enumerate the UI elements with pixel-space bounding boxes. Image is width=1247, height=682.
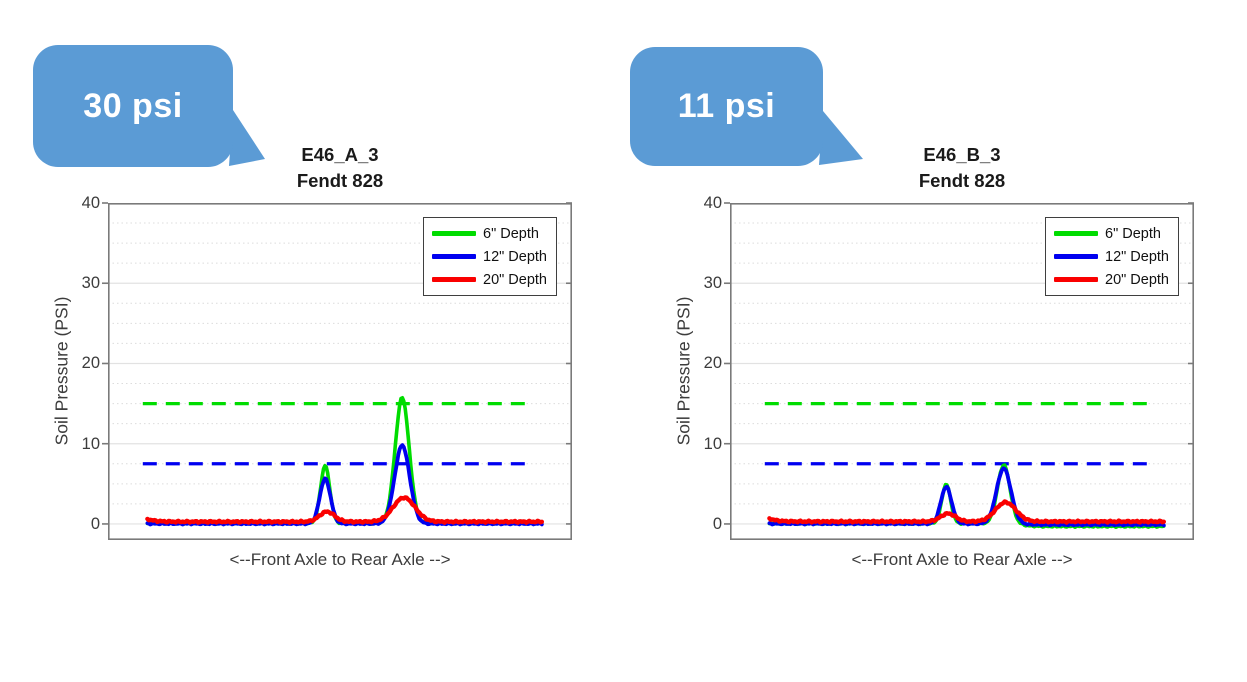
ytick-label: 40: [81, 194, 100, 212]
axes-box: [108, 203, 572, 540]
ytick-label: 30: [81, 274, 100, 293]
legend-line-swatch: [1054, 231, 1098, 236]
legend-label: 20" Depth: [1105, 271, 1169, 288]
ytick-label: 0: [90, 514, 100, 533]
legend-item: 12" Depth: [1054, 246, 1169, 267]
legend-item: 6" Depth: [1054, 223, 1169, 244]
legend-label: 12" Depth: [1105, 248, 1169, 265]
callout-bubble-30psi: 30 psi: [33, 42, 313, 177]
legend-label: 12" Depth: [483, 248, 547, 265]
legend-label: 20" Depth: [483, 271, 547, 288]
ytick-label: 40: [703, 194, 722, 212]
speech-bubble-shape: [33, 45, 265, 167]
ytick-label: 10: [81, 434, 100, 453]
chart-a-legend: 6" Depth 12" Depth 20" Depth: [423, 217, 557, 296]
legend-label: 6" Depth: [1105, 225, 1161, 242]
chart-b-legend: 6" Depth 12" Depth 20" Depth: [1045, 217, 1179, 296]
legend-line-swatch: [432, 254, 476, 259]
chart-b-title-line2: Fendt 828: [918, 170, 1006, 191]
chart-a-title: E46_A_3 Fendt 828: [108, 142, 572, 194]
legend-item: 20" Depth: [432, 269, 547, 290]
callout-text: 11 psi: [677, 87, 776, 125]
legend-item: 12" Depth: [432, 246, 547, 267]
legend-line-swatch: [432, 231, 476, 236]
chart-a-title-line2: Fendt 828: [296, 170, 384, 191]
chart-b-title: E46_B_3 Fendt 828: [730, 142, 1194, 194]
chart-b-xlabel: <--Front Axle to Rear Axle -->: [851, 550, 1073, 569]
ytick-label: 10: [703, 434, 722, 453]
chart-b-title-line1: E46_B_3: [923, 144, 1001, 165]
chart-a-title-line1: E46_A_3: [301, 144, 379, 165]
ytick-label: 0: [712, 514, 722, 533]
series-line: [767, 499, 1166, 525]
legend-item: 20" Depth: [1054, 269, 1169, 290]
series-line: [145, 495, 544, 525]
ytick-label: 20: [703, 354, 722, 373]
ytick-label: 30: [703, 274, 722, 293]
chart-a-xlabel: <--Front Axle to Rear Axle -->: [229, 550, 451, 569]
legend-line-swatch: [432, 277, 476, 282]
speech-bubble-shape: [630, 47, 863, 166]
legend-item: 6" Depth: [432, 223, 547, 244]
axes-box: [730, 203, 1194, 540]
ytick-label: 20: [81, 354, 100, 373]
legend-line-swatch: [1054, 254, 1098, 259]
legend-label: 6" Depth: [483, 225, 539, 242]
callout-text: 30 psi: [83, 86, 183, 125]
callout-bubble-11psi: 11 psi: [630, 45, 910, 180]
legend-line-swatch: [1054, 277, 1098, 282]
